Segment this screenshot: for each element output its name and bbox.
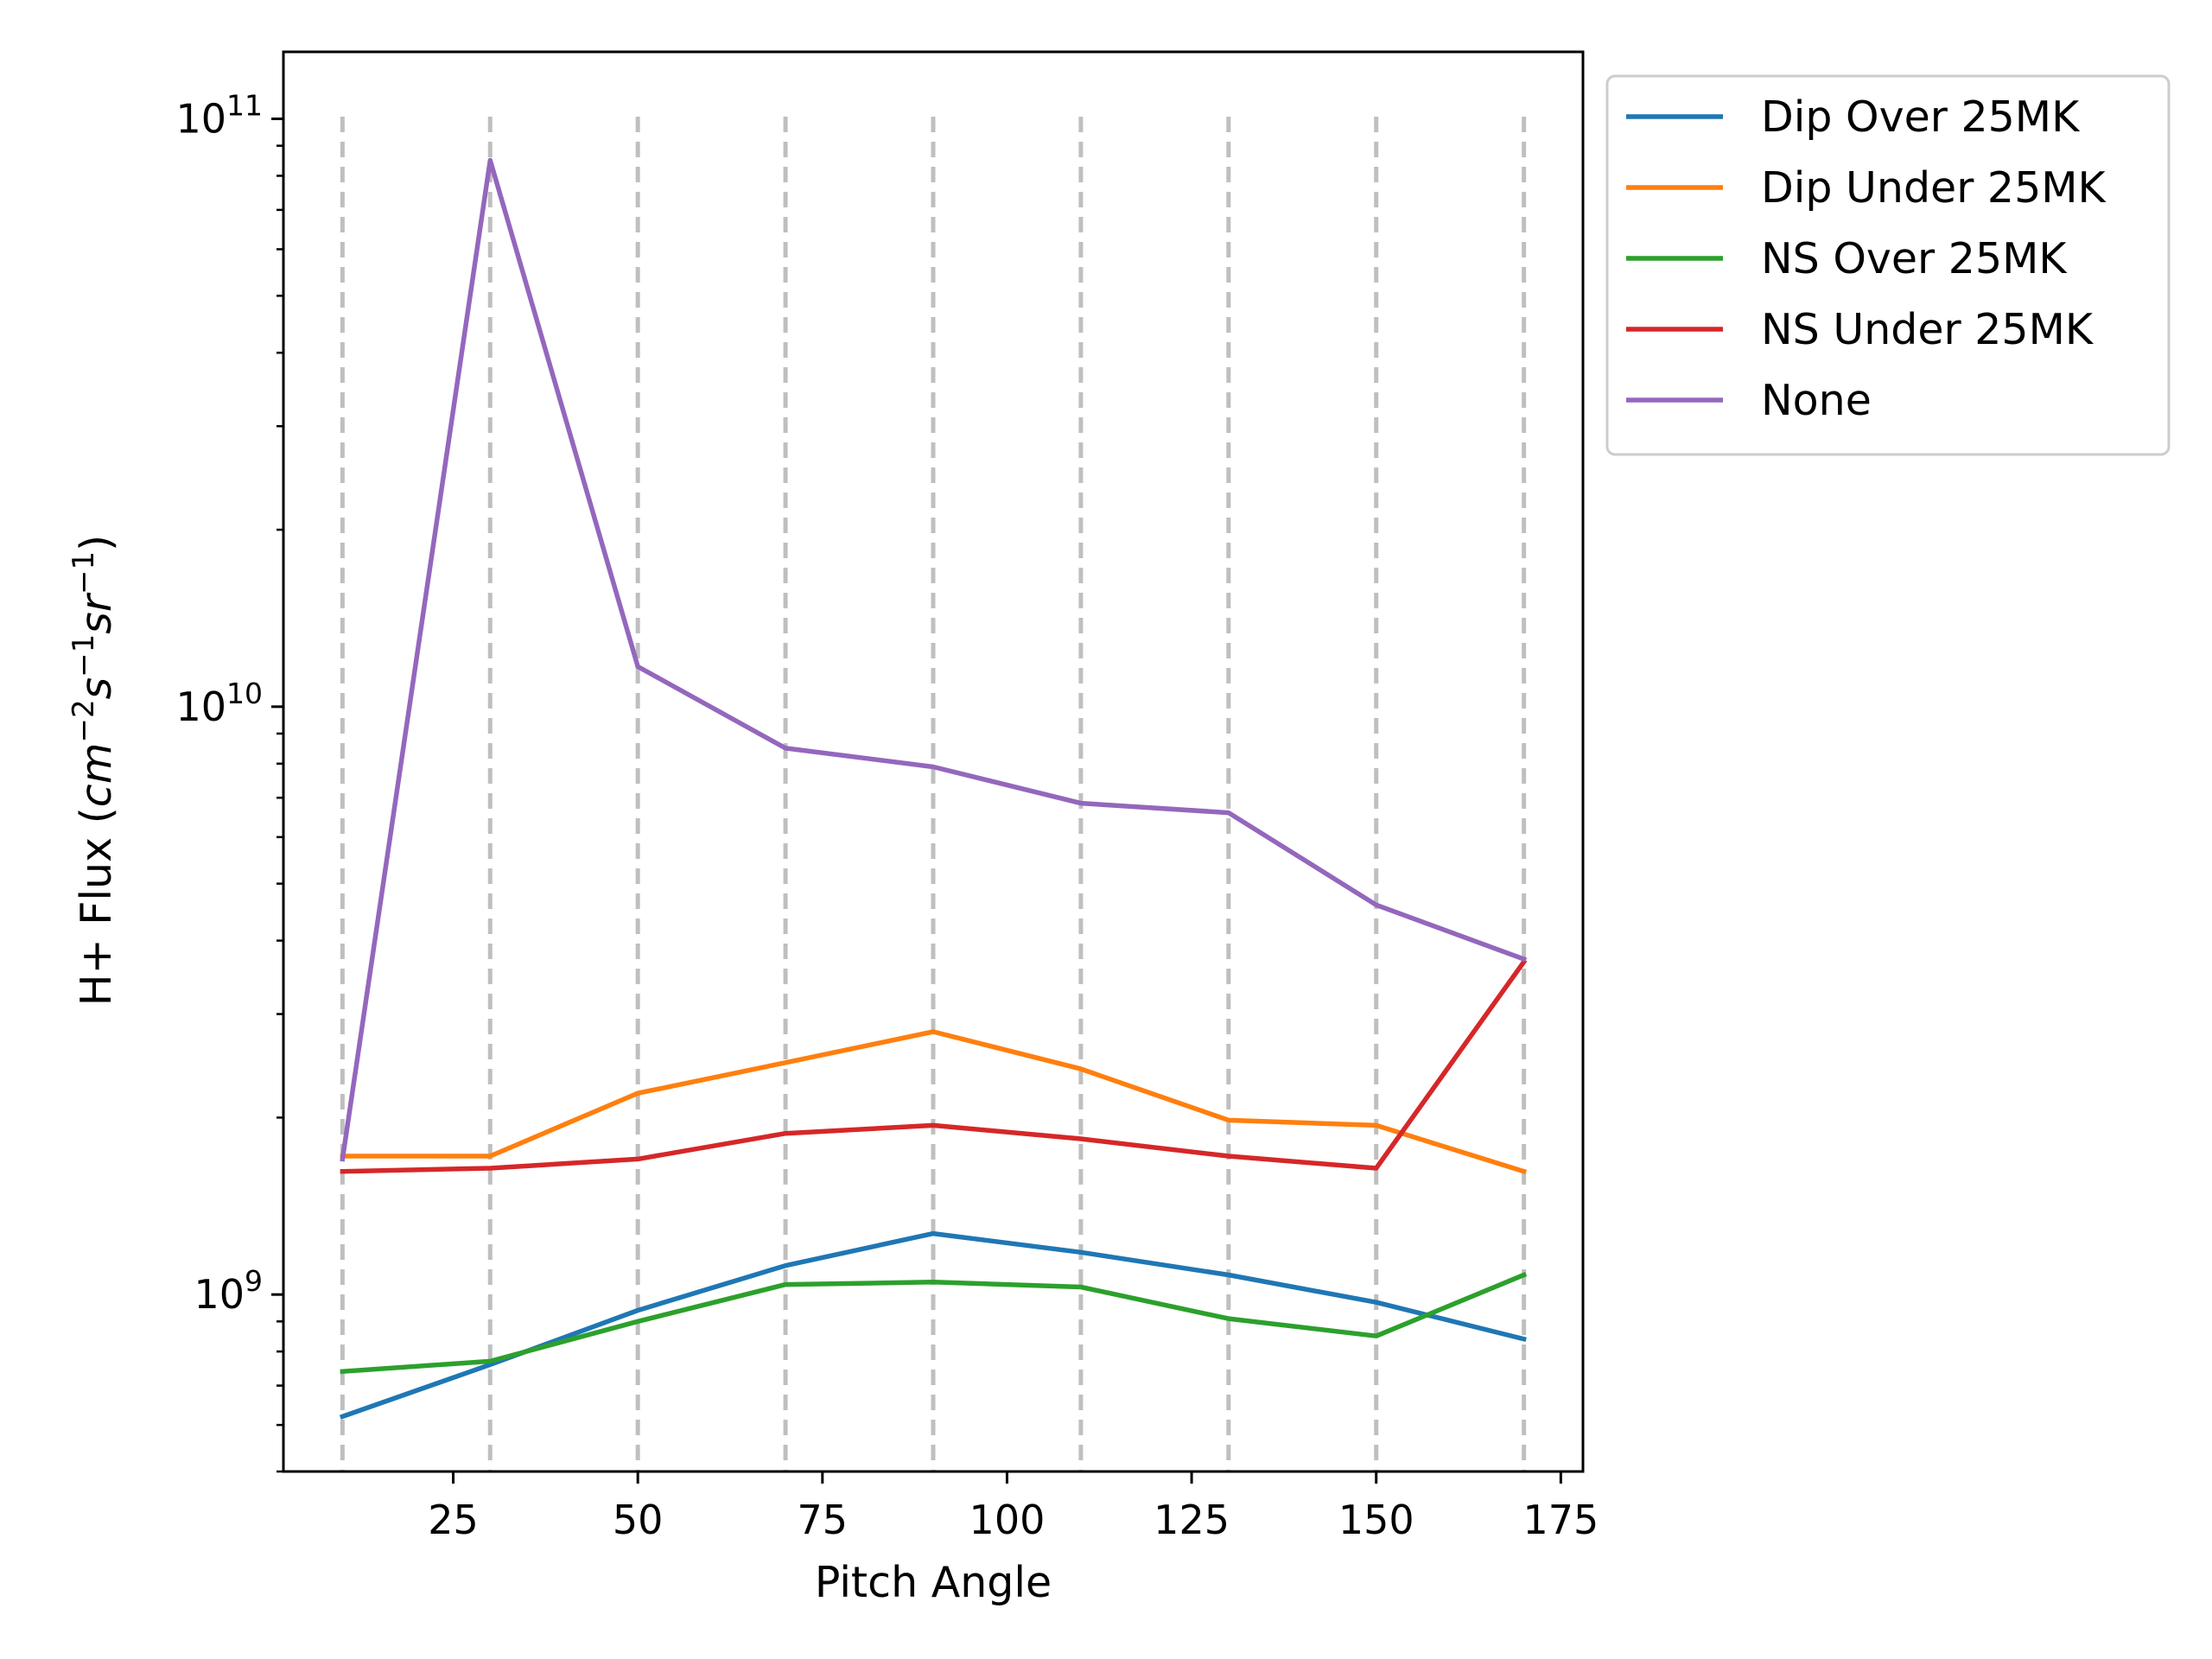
y-axis-title: H+ Flux (cm−2s−1sr−1): [67, 535, 121, 1006]
y-axis-unit: s: [72, 677, 121, 700]
y-tick-base: 10: [194, 1271, 245, 1318]
y-tick-exponent: 11: [226, 89, 263, 123]
axes-frame: [282, 50, 1585, 1473]
x-tick-label: 100: [969, 1497, 1046, 1543]
y-tick-base: 10: [175, 683, 226, 730]
y-axis-unit: sr: [72, 592, 121, 634]
y-tick-exponent: 9: [245, 1264, 263, 1298]
y-axis-title-prefix: H+ Flux (: [72, 807, 121, 1006]
x-tick-label: 175: [1522, 1497, 1599, 1543]
legend-entry-label: NS Under 25MK: [1761, 305, 2094, 354]
legend-entry-label: NS Over 25MK: [1761, 234, 2068, 283]
y-axis-unit-exponent: −1: [67, 634, 101, 677]
x-axis-title: Pitch Angle: [815, 1558, 1052, 1607]
x-tick-label: 50: [613, 1497, 664, 1543]
x-tick-label: 150: [1338, 1497, 1414, 1543]
series-line: [340, 1271, 1528, 1375]
y-tick-exponent: 10: [226, 677, 263, 710]
y-tick-base: 10: [175, 96, 226, 143]
y-tick-label: 1010: [175, 677, 263, 730]
series-line: [340, 958, 1528, 1174]
series-line: [340, 1029, 1528, 1175]
y-axis-unit-exponent: −2: [67, 699, 101, 742]
x-tick-label: 125: [1154, 1497, 1230, 1543]
y-tick-label: 1011: [175, 89, 263, 143]
legend-entry-label: Dip Over 25MK: [1761, 92, 2081, 142]
legend: Dip Over 25MK Dip Under 25MK NS Over 25MK N…: [1605, 74, 2171, 456]
y-axis-unit: cm: [72, 743, 121, 808]
y-axis-unit-exponent: −1: [67, 551, 101, 594]
y-tick-label: 109: [194, 1264, 263, 1318]
legend-box: [1605, 74, 2171, 456]
legend-entry-label: None: [1761, 376, 1872, 425]
series-line: [340, 157, 1528, 1162]
y-axis-title-suffix: ): [72, 535, 121, 551]
x-tick-label: 75: [798, 1497, 849, 1543]
x-tick-label: 25: [428, 1497, 479, 1543]
legend-entry-label: Dip Under 25MK: [1761, 163, 2107, 213]
